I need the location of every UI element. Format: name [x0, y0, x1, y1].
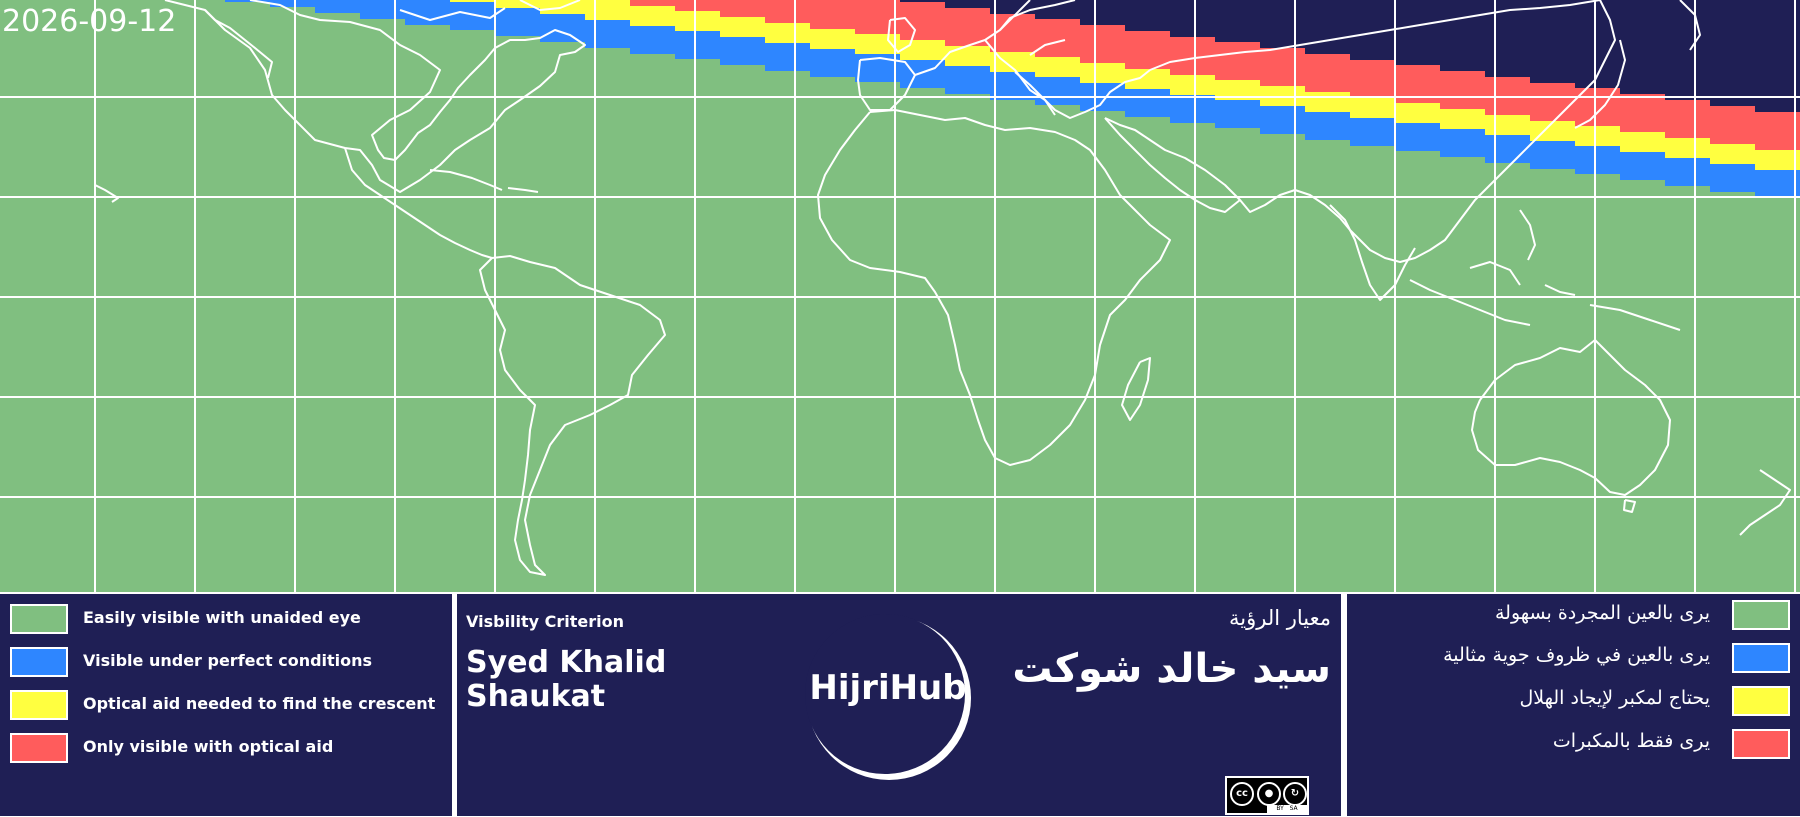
coastline-indonesia — [1409, 261, 1681, 331]
visibility-zones — [0, 0, 1800, 203]
coastline-scandinavia — [999, 0, 1076, 56]
coastline-india — [1329, 204, 1416, 301]
coastline-north-america — [164, 0, 586, 193]
panel-divider-left — [452, 594, 457, 816]
criterion-name-line1: Syed Khalid — [466, 645, 667, 680]
coastline-asia — [1104, 0, 1616, 263]
coastline-italy — [1014, 71, 1056, 116]
legend-arabic: يرى بالعين المجردة بسهولة يرى بالعين في … — [1347, 594, 1800, 816]
coastline-madagascar — [1121, 357, 1151, 421]
coastline-hispaniola — [507, 187, 539, 193]
legend-ar-label-optical-only: يرى فقط بالمكبرات — [1552, 730, 1710, 752]
hijrihub-logo-text: HijriHub — [809, 668, 967, 708]
share-alike-icon: ↻ — [1283, 782, 1307, 806]
legend-ar-label-perfect-conditions: يرى بالعين في ظروف جوية مثالية — [1443, 644, 1710, 666]
license-sa: SA — [1289, 805, 1298, 812]
swatch-optical-only — [10, 733, 68, 763]
coastline-alaska — [204, 9, 273, 79]
coastline-arabia — [1104, 117, 1241, 213]
coastline-philippines — [1519, 209, 1536, 261]
swatch-perfect-conditions — [10, 647, 68, 677]
map-canvas — [0, 0, 1800, 592]
swatch-optical-needed — [10, 690, 68, 720]
swatch-ar-optical-only — [1732, 729, 1790, 759]
legend-label-easily-visible: Easily visible with unaided eye — [83, 608, 361, 627]
coastline-hawaii — [94, 184, 119, 203]
criterion-name: Syed Khalid Shaukat — [466, 646, 666, 714]
license-strip: BY SA — [1267, 805, 1307, 813]
legend-label-optical-only: Only visible with optical aid — [83, 737, 334, 756]
crescent-icon — [805, 614, 971, 780]
swatch-ar-optical-needed — [1732, 686, 1790, 716]
coastline-europe — [914, 0, 1151, 119]
coastline-greenland — [519, 0, 581, 11]
panel-divider-right — [1341, 594, 1346, 816]
criterion-name-arabic: سيد خالد شوكت — [1012, 646, 1331, 692]
cc-icon: cc — [1230, 782, 1254, 806]
criterion-label-arabic: معيار الرؤية — [1229, 606, 1331, 630]
coastline-britain — [887, 17, 916, 53]
criterion-panel: Visbility Criterion Syed Khalid Shaukat … — [457, 594, 1341, 816]
attribution-icon: ● — [1257, 782, 1281, 806]
coastline-africa — [817, 109, 1171, 466]
criterion-name-line2: Shaukat — [466, 679, 606, 714]
coastline-cuba — [429, 169, 503, 191]
cc-by-sa-badge[interactable]: cc ● ↻ BY SA — [1225, 776, 1309, 815]
visibility-band-4 — [0, 0, 1800, 117]
coastline-tasmania — [1623, 499, 1636, 513]
coastline-central-america — [344, 147, 493, 259]
coastline-australia — [1471, 339, 1671, 496]
map-grid — [0, 0, 1800, 592]
map-date: 2026-09-12 — [2, 4, 177, 39]
coastline-new-zealand — [1739, 469, 1791, 536]
coastline-japan — [1574, 39, 1626, 129]
swatch-ar-perfect-conditions — [1732, 643, 1790, 673]
coastline-south-america — [479, 255, 666, 576]
legend-ar-label-optical-needed: يحتاج لمكبر لإيجاد الهلال — [1519, 687, 1710, 709]
criterion-label: Visbility Criterion — [466, 612, 625, 631]
legend-label-perfect-conditions: Visible under perfect conditions — [83, 651, 373, 670]
swatch-ar-easily-visible — [1732, 600, 1790, 630]
legend-english: Easily visible with unaided eye Visible … — [0, 594, 452, 816]
legend-ar-label-easily-visible: يرى بالعين المجردة بسهولة — [1495, 602, 1710, 624]
visibility-map: 2026-09-12 — [0, 0, 1800, 592]
legend-label-optical-needed: Optical aid needed to find the crescent — [83, 694, 436, 713]
coastline-iberia — [857, 57, 916, 111]
license-by: BY — [1276, 805, 1284, 812]
swatch-easily-visible — [10, 604, 68, 634]
